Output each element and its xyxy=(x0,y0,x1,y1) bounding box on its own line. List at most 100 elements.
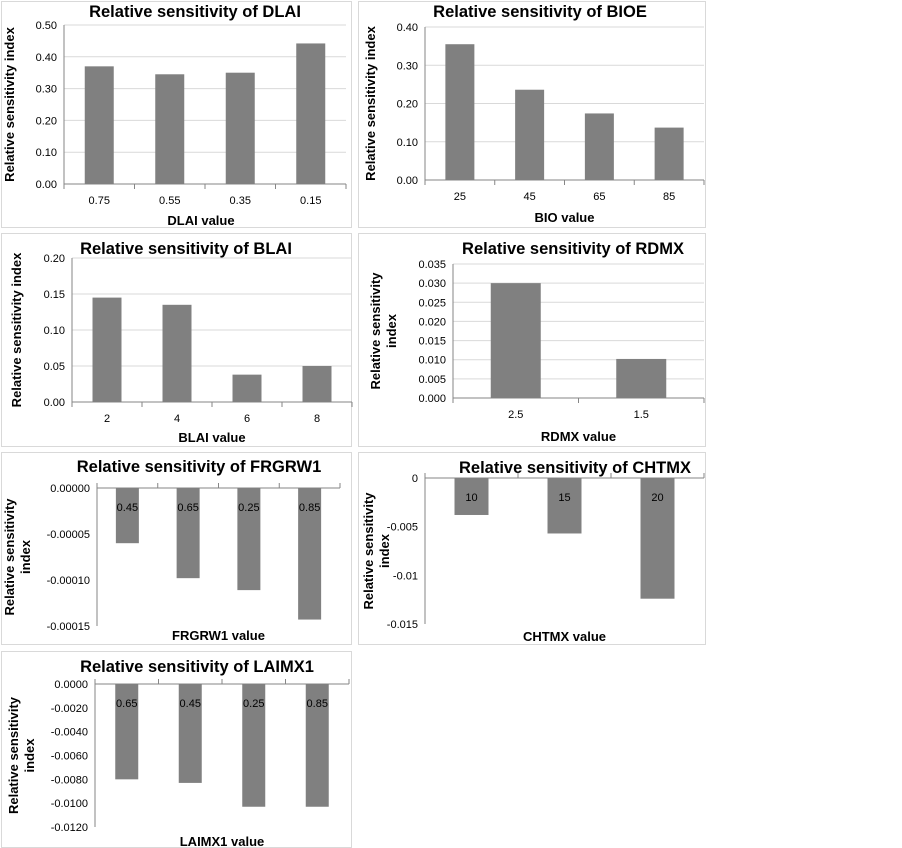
y-tick-label: 0 xyxy=(412,473,418,485)
y-tick-label: 0.30 xyxy=(36,84,57,96)
y-tick-label: -0.00005 xyxy=(47,529,90,541)
chart-title: Relative sensitivity of LAIMX1 xyxy=(80,658,314,676)
y-axis-label: Relative sensitivityindex xyxy=(368,272,399,390)
x-tick-label: 2.5 xyxy=(508,409,523,421)
y-axis-label-line: index xyxy=(22,738,37,773)
y-tick-label: 0.15 xyxy=(44,289,65,301)
y-axis-label-line: Relative sensitivity xyxy=(361,492,376,610)
x-tick-label: 8 xyxy=(314,413,320,425)
bar xyxy=(155,74,185,184)
x-tick-label: 65 xyxy=(593,191,605,203)
x-axis-label: LAIMX1 value xyxy=(180,834,265,848)
y-tick-label: -0.01 xyxy=(393,570,418,582)
y-tick-label: -0.0100 xyxy=(51,798,88,810)
x-tick-label: 6 xyxy=(244,413,250,425)
x-tick-label: 4 xyxy=(174,413,180,425)
y-tick-label: -0.00010 xyxy=(47,575,90,587)
chart-title: Relative sensitivity of FRGRW1 xyxy=(77,458,322,476)
x-tick-label: 0.85 xyxy=(307,698,328,710)
chart-title: Relative sensitivity of CHTMX xyxy=(459,459,691,477)
bar xyxy=(584,113,614,180)
x-tick-label: 0.85 xyxy=(299,502,320,514)
y-axis-label-line: Relative sensitivity xyxy=(6,696,21,814)
bar xyxy=(302,366,332,402)
y-tick-label: -0.00015 xyxy=(47,621,90,633)
x-axis-label: RDMX value xyxy=(541,429,616,444)
x-tick-label: 15 xyxy=(558,492,570,504)
x-tick-label: 20 xyxy=(651,492,663,504)
bar xyxy=(445,44,475,181)
y-tick-label: 0.20 xyxy=(44,253,65,265)
y-tick-label: 0.20 xyxy=(36,115,57,127)
x-tick-label: 0.55 xyxy=(159,195,180,207)
y-tick-label: -0.015 xyxy=(387,619,418,631)
bar xyxy=(296,43,326,184)
bar xyxy=(454,478,489,515)
x-axis-label: DLAI value xyxy=(167,213,234,228)
y-tick-label: 0.10 xyxy=(44,325,65,337)
chart-title: Relative sensitivity of RDMX xyxy=(462,240,684,258)
chart-title: Relative sensitivity of BLAI xyxy=(80,240,292,258)
bar xyxy=(115,488,139,544)
y-tick-label: 0.015 xyxy=(418,336,446,348)
y-tick-label: 0.05 xyxy=(44,361,65,373)
y-tick-label: 0.10 xyxy=(397,137,418,149)
y-tick-label: 0.40 xyxy=(36,52,57,64)
y-tick-label: 0.005 xyxy=(418,374,446,386)
chart-panel-frgrw1 xyxy=(1,452,352,645)
x-tick-label: 0.75 xyxy=(89,195,110,207)
bar xyxy=(115,684,139,780)
x-tick-label: 2 xyxy=(104,413,110,425)
bar xyxy=(237,488,261,591)
y-tick-label: 0.025 xyxy=(418,297,446,309)
y-axis-label: Relative sensitivity index xyxy=(9,252,24,407)
bar xyxy=(616,358,667,398)
x-axis-label: BLAI value xyxy=(178,430,245,445)
y-tick-label: 0.030 xyxy=(418,278,446,290)
bar xyxy=(654,127,684,180)
y-axis-label-line: index xyxy=(384,313,399,348)
x-tick-label: 10 xyxy=(465,492,477,504)
chart-title: Relative sensitivity of BIOE xyxy=(433,3,647,21)
y-axis-label: Relative sensitivity index xyxy=(363,25,378,180)
y-tick-label: 0.000 xyxy=(418,393,446,405)
x-tick-label: 0.45 xyxy=(180,698,201,710)
y-tick-label: -0.0020 xyxy=(51,703,88,715)
y-tick-label: -0.0080 xyxy=(51,774,88,786)
y-tick-label: 0.00 xyxy=(36,179,57,191)
y-tick-label: -0.0060 xyxy=(51,751,88,763)
y-tick-label: 0.20 xyxy=(397,99,418,111)
y-tick-label: 0.0000 xyxy=(54,679,88,691)
x-tick-label: 0.35 xyxy=(230,195,251,207)
x-tick-label: 0.65 xyxy=(116,698,137,710)
y-axis-label: Relative sensitivityindex xyxy=(361,492,392,610)
bar xyxy=(547,478,582,534)
y-tick-label: 0.035 xyxy=(418,259,446,271)
x-tick-label: 0.15 xyxy=(300,195,321,207)
y-axis-label: Relative sensitivityindex xyxy=(6,696,37,814)
x-tick-label: 45 xyxy=(524,191,536,203)
y-tick-label: -0.005 xyxy=(387,522,418,534)
y-axis-label-line: Relative sensitivity xyxy=(368,272,383,390)
chart-title: Relative sensitivity of DLAI xyxy=(89,3,301,21)
bar xyxy=(178,684,202,783)
bar xyxy=(298,488,322,620)
bar xyxy=(176,488,200,579)
y-tick-label: 0.010 xyxy=(418,355,446,367)
y-axis-label-line: index xyxy=(18,539,33,574)
x-tick-label: 0.45 xyxy=(117,502,138,514)
y-tick-label: -0.0040 xyxy=(51,727,88,739)
bar xyxy=(225,72,255,184)
y-axis-label: Relative sensitivity index xyxy=(2,26,17,181)
bar xyxy=(490,283,541,398)
x-tick-label: 0.25 xyxy=(243,698,264,710)
y-tick-label: 0.10 xyxy=(36,147,57,159)
y-tick-label: 0.30 xyxy=(397,60,418,72)
x-axis-label: BIO value xyxy=(535,210,595,225)
y-tick-label: 0.00 xyxy=(397,175,418,187)
y-tick-label: 0.00 xyxy=(44,397,65,409)
y-tick-label: -0.0120 xyxy=(51,822,88,834)
y-axis-label-line: Relative sensitivity xyxy=(2,498,17,616)
y-tick-label: 0.50 xyxy=(36,20,57,32)
